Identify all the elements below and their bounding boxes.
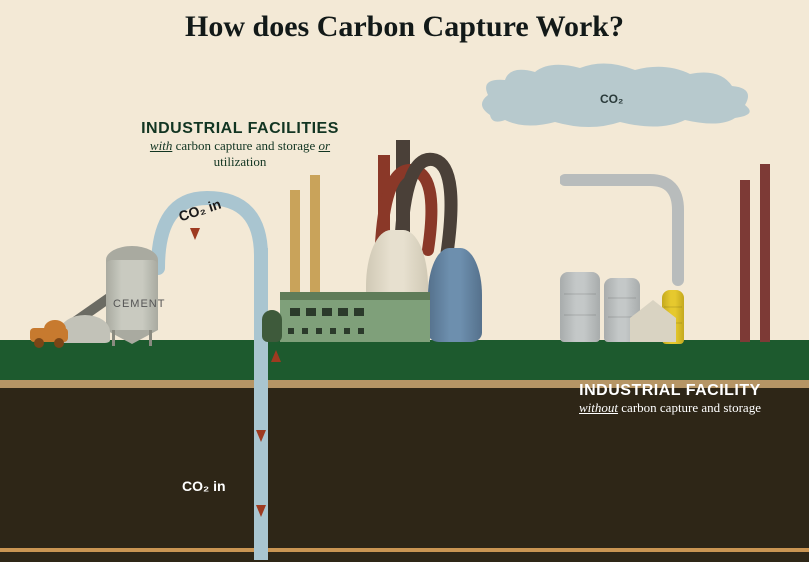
cement-silo-icon — [106, 260, 158, 330]
silo-leg — [149, 330, 152, 346]
smokestack-icon — [740, 180, 750, 342]
label-left-tail: utilization — [214, 154, 267, 169]
co2-in-underground-label: CO₂ in — [182, 478, 226, 494]
label-right-em: without — [579, 400, 618, 415]
small-tank-icon — [262, 310, 282, 342]
label-right-sub: without carbon capture and storage — [555, 400, 785, 416]
label-left-heading: INDUSTRIAL FACILITIES — [125, 120, 355, 138]
co2-cloud-label: CO₂ — [600, 92, 623, 106]
gray-tank-icon — [560, 272, 600, 342]
building-roof-icon — [630, 300, 676, 318]
arrow-down-icon — [256, 430, 266, 442]
label-right-heading: INDUSTRIAL FACILITY — [555, 382, 785, 400]
soil-bottom-band — [0, 548, 809, 552]
factory-windows — [290, 308, 364, 316]
arrow-up-icon — [271, 350, 281, 362]
label-left-em2: or — [319, 138, 331, 153]
cement-label: CEMENT — [113, 298, 165, 310]
label-left-sub: with carbon capture and storage or utili… — [125, 138, 355, 170]
wheel-icon — [34, 338, 44, 348]
small-building-icon — [630, 318, 676, 342]
factory-roof — [280, 292, 430, 300]
co2-cloud-text: CO₂ — [600, 92, 623, 106]
smokestack-icon — [760, 164, 770, 342]
label-left-em1: with — [150, 138, 172, 153]
arrow-down-icon — [256, 505, 266, 517]
wheel-icon — [54, 338, 64, 348]
factory-vents — [288, 328, 364, 334]
page-title: How does Carbon Capture Work? — [0, 10, 809, 44]
label-with-capture: INDUSTRIAL FACILITIES with carbon captur… — [125, 120, 355, 170]
label-without-capture: INDUSTRIAL FACILITY without carbon captu… — [555, 382, 785, 416]
label-left-rest: carbon capture and storage — [172, 138, 318, 153]
storage-tank-blue-icon — [428, 248, 482, 342]
truck-drum-icon — [44, 320, 66, 338]
label-right-rest: carbon capture and storage — [618, 400, 761, 415]
factory-building-icon — [280, 300, 430, 342]
silo-leg — [112, 330, 115, 346]
arrow-down-icon — [190, 228, 200, 240]
